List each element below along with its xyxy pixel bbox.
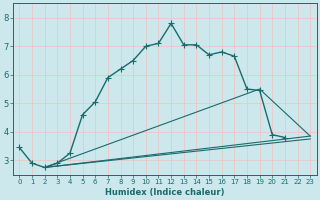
X-axis label: Humidex (Indice chaleur): Humidex (Indice chaleur): [105, 188, 225, 197]
